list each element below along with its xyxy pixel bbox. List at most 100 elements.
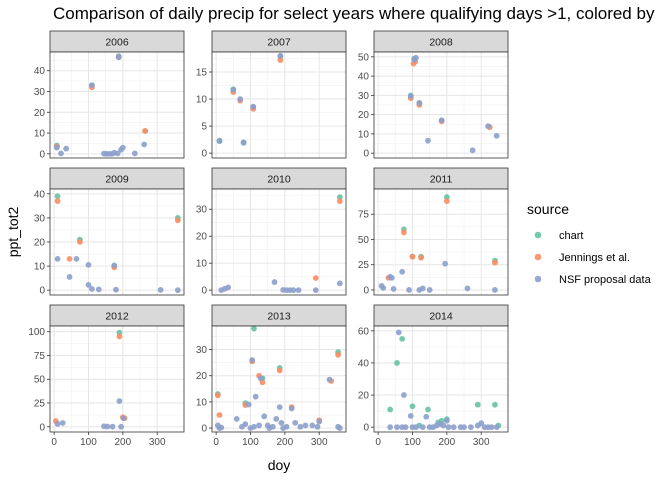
data-point-jennings [174, 217, 181, 224]
data-point-jennings [277, 57, 284, 64]
y-tick-label: 0 [201, 286, 207, 297]
data-point-nsf [406, 287, 412, 293]
data-point-nsf [233, 416, 240, 422]
data-point-nsf [426, 287, 433, 293]
data-point-nsf [119, 144, 126, 151]
data-point-nsf [297, 423, 304, 430]
data-point-jennings [418, 254, 424, 261]
facet-strip-label: 2013 [267, 311, 291, 323]
y-tick-label: 30 [196, 205, 208, 216]
data-point-nsf [380, 285, 387, 291]
y-tick-label: 50 [358, 235, 370, 246]
data-point-jennings [336, 198, 343, 205]
panel-border-2010 [211, 188, 347, 296]
data-point-nsf [115, 54, 122, 61]
data-point-nsf [116, 398, 123, 405]
data-point-nsf [295, 287, 302, 294]
y-tick-label: 0 [201, 424, 207, 435]
y-tick-label: 10 [34, 129, 46, 140]
y-tick-label: 60 [358, 326, 370, 337]
data-point-chart [492, 401, 498, 408]
x-tick-label: 300 [149, 437, 166, 448]
data-point-nsf [336, 280, 343, 287]
y-tick-label: 40 [358, 72, 370, 83]
data-point-nsf [53, 144, 60, 151]
legend-key-1 [534, 231, 542, 239]
data-point-nsf [442, 260, 449, 267]
data-point-nsf [242, 421, 249, 428]
data-point-jennings [400, 229, 407, 236]
facet-strip-label: 2014 [429, 311, 453, 323]
data-point-nsf [464, 285, 471, 292]
y-tick-label: 15 [196, 68, 208, 79]
data-point-nsf [493, 424, 500, 431]
x-tick-label: 0 [375, 437, 381, 448]
y-tick-label: 20 [358, 110, 370, 121]
data-point-chart [387, 406, 394, 413]
data-point-jennings [216, 412, 223, 418]
data-point-nsf [314, 423, 321, 430]
data-point-nsf [416, 100, 423, 106]
data-point-nsf [493, 132, 500, 139]
data-point-nsf [326, 376, 333, 383]
data-point-nsf [240, 139, 247, 146]
data-point-nsf [390, 286, 397, 292]
x-tick-label: 200 [438, 437, 455, 448]
data-point-nsf [283, 423, 290, 430]
data-point-nsf [257, 375, 264, 382]
data-point-nsf [419, 285, 426, 292]
legend-title: source [527, 201, 569, 217]
y-tick-label: 100 [28, 327, 45, 338]
data-point-nsf [388, 274, 395, 281]
legend-label: Jennings et al. [559, 252, 630, 264]
data-point-nsf [95, 286, 102, 293]
data-point-nsf [413, 54, 419, 61]
data-point-nsf [245, 401, 252, 408]
data-point-nsf [461, 424, 467, 431]
data-point-nsf [66, 274, 73, 280]
data-point-jennings [116, 333, 123, 340]
data-point-chart [425, 406, 431, 413]
y-tick-label: 20 [34, 238, 46, 249]
data-point-nsf [478, 420, 485, 427]
data-point-nsf [111, 262, 118, 269]
data-point-nsf [63, 145, 70, 152]
data-point-chart [251, 325, 257, 332]
y-tick-label: 20 [34, 108, 46, 119]
panel-background-2007 [212, 52, 346, 158]
data-point-jennings [54, 198, 61, 204]
panel-border-2014 [373, 325, 509, 433]
data-point-nsf [252, 393, 259, 400]
panel-background-2010 [212, 189, 346, 295]
data-point-nsf [302, 422, 309, 429]
x-tick-label: 300 [473, 437, 490, 448]
data-point-jennings [276, 367, 283, 374]
data-point-jennings [214, 392, 221, 399]
data-point-nsf [269, 423, 276, 430]
y-tick-label: 40 [34, 66, 46, 77]
data-point-jennings [409, 253, 416, 260]
data-point-nsf [277, 52, 284, 59]
data-point-nsf [109, 423, 116, 430]
data-point-nsf [73, 255, 80, 262]
legend-label: NSF proposal data [559, 274, 652, 286]
data-point-nsf [440, 422, 447, 429]
data-point-nsf [399, 268, 406, 275]
y-tick-label: 25 [358, 260, 370, 271]
facet-strip-label: 2006 [105, 37, 129, 49]
panel-border-2008 [373, 51, 509, 159]
panel-border-2013 [211, 325, 347, 433]
x-tick-label: 100 [80, 437, 97, 448]
y-tick-label: 10 [34, 262, 46, 273]
y-tick-label: 25 [34, 399, 46, 410]
data-point-nsf [467, 424, 474, 431]
data-point-nsf [216, 137, 223, 144]
data-point-nsf [402, 424, 409, 431]
data-point-jennings [492, 259, 498, 266]
facet-strip-label: 2011 [430, 174, 453, 186]
data-point-nsf [400, 392, 407, 398]
data-point-nsf [443, 417, 450, 424]
facet-strip-label: 2008 [429, 37, 453, 49]
facet-strip-label: 2007 [267, 37, 291, 49]
data-point-nsf [256, 422, 262, 429]
